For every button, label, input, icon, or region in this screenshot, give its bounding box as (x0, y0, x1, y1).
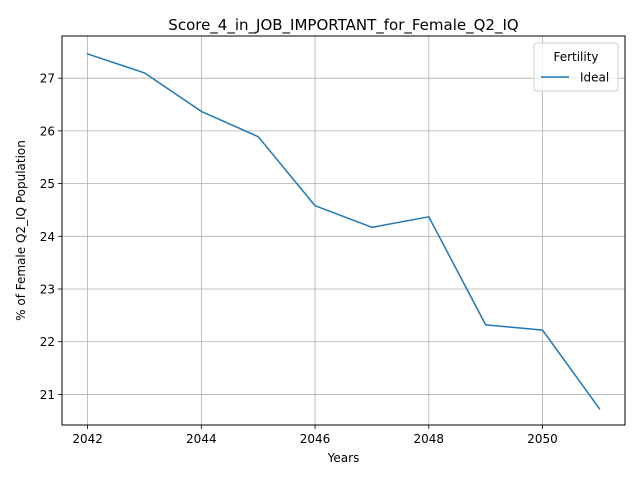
y-tick-label: 22 (40, 335, 55, 349)
chart-title: Score_4_in_JOB_IMPORTANT_for_Female_Q2_I… (168, 16, 518, 35)
y-axis-label: % of Female Q2_IQ Population (14, 140, 28, 321)
y-tick-label: 21 (40, 388, 55, 402)
x-tick-label: 2050 (527, 432, 558, 446)
y-tick-label: 23 (40, 283, 55, 297)
y-axis-ticks: 21 22 23 24 25 26 27 (40, 72, 62, 402)
plot-area-frame (61, 35, 626, 426)
series-line-0 (86, 52, 601, 410)
legend-label: Ideal (580, 71, 609, 85)
legend-box (533, 42, 619, 92)
x-axis-label: Years (327, 451, 360, 465)
series-layer (86, 52, 601, 410)
y-tick-label: 27 (40, 72, 55, 86)
legend: Fertility Ideal (533, 42, 619, 92)
x-axis-ticks: 2042 2044 2046 2048 2050 (72, 425, 558, 446)
legend-title: Fertility (553, 50, 598, 64)
y-tick-label: 26 (40, 124, 55, 138)
x-tick-label: 2048 (414, 432, 445, 446)
x-tick-label: 2044 (186, 432, 217, 446)
y-tick-label: 24 (40, 230, 55, 244)
x-tick-label: 2046 (300, 432, 331, 446)
grid (62, 36, 625, 425)
y-tick-label: 25 (40, 177, 55, 191)
x-tick-label: 2042 (72, 432, 103, 446)
